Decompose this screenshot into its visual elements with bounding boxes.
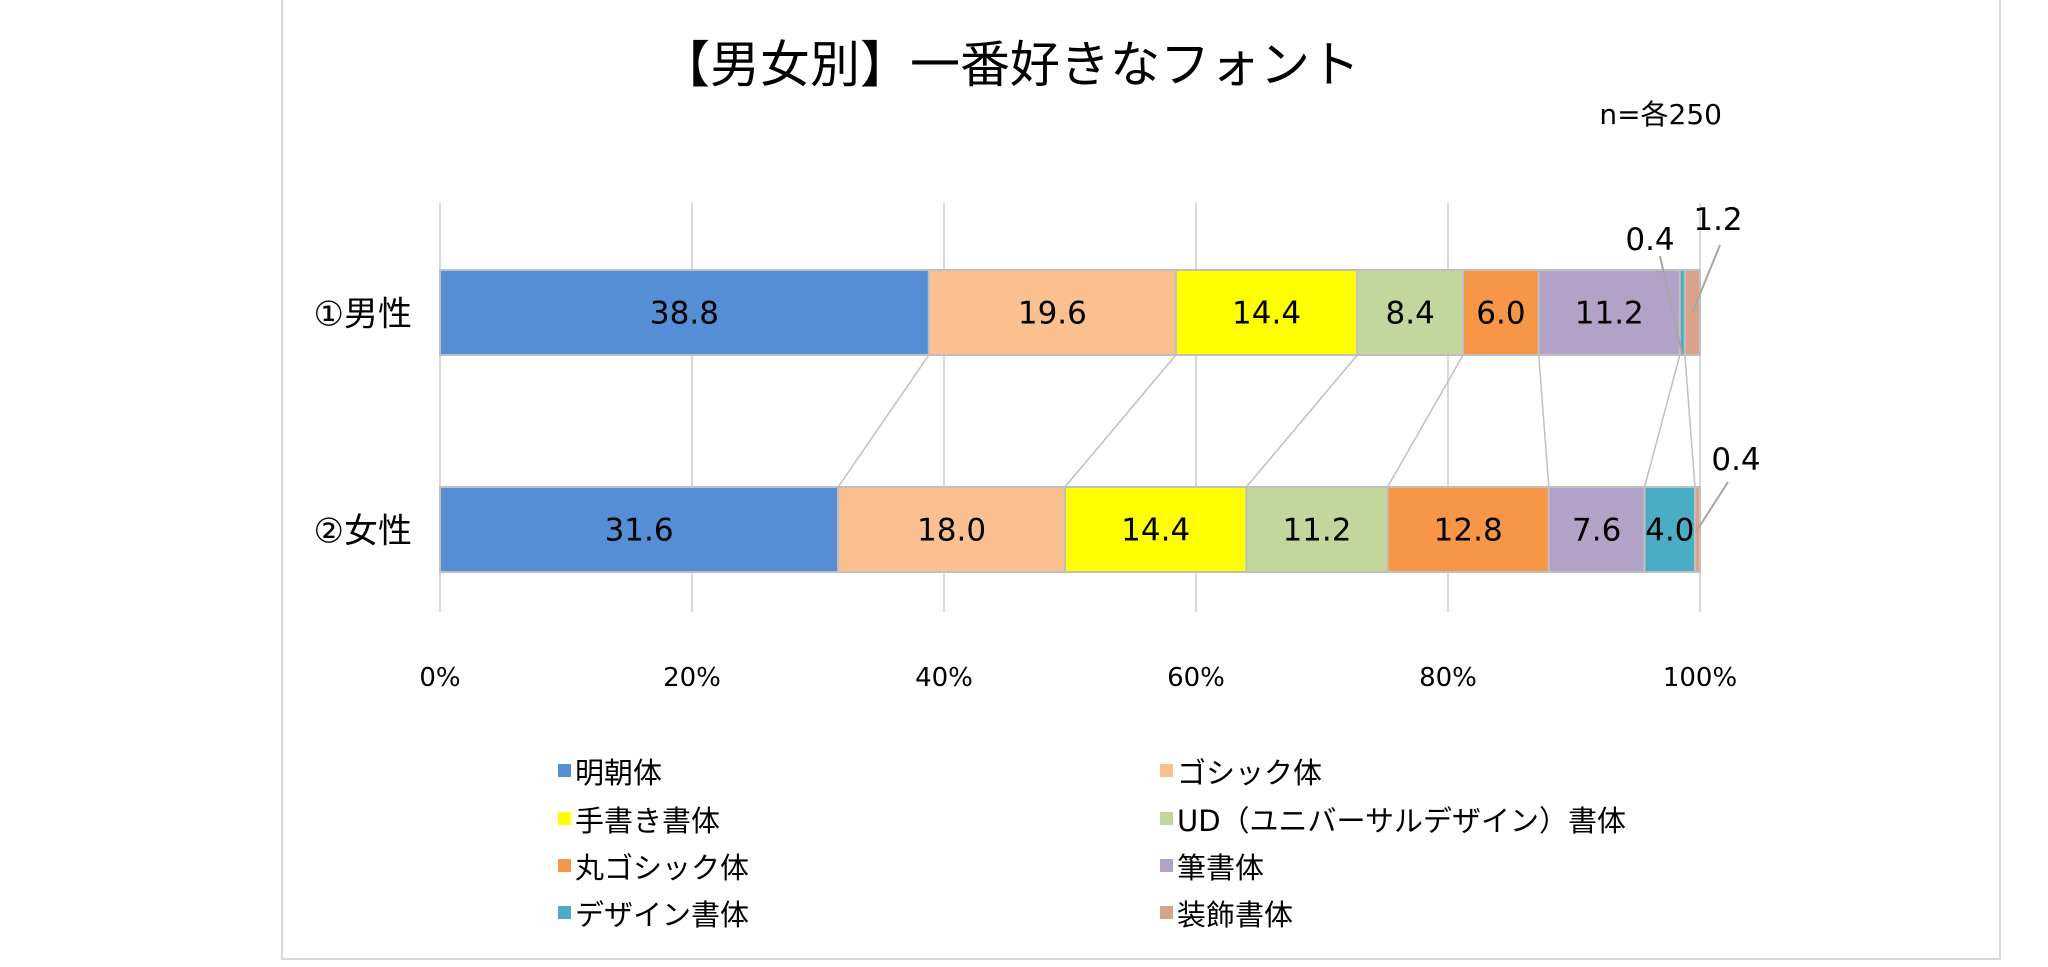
leader-line — [1659, 255, 1684, 356]
series-line — [1684, 354, 1696, 488]
legend-label: 筆書体 — [1177, 851, 1264, 885]
series-line — [1643, 354, 1681, 488]
data-label: 31.6 — [605, 513, 674, 549]
bar-segment — [439, 486, 840, 573]
data-label: 38.8 — [650, 296, 719, 332]
bar-segment — [1537, 269, 1681, 356]
x-tick-label: 0% — [419, 663, 460, 693]
bar-segment — [1643, 486, 1696, 573]
legend-label: 手書き書体 — [575, 804, 720, 838]
data-label: 19.6 — [1018, 296, 1087, 332]
legend-label: 明朝体 — [575, 756, 662, 790]
legend-marker — [558, 906, 571, 919]
legend-marker — [558, 859, 571, 872]
x-tick-label: 60% — [1167, 663, 1225, 693]
data-label: 0.4 — [1711, 442, 1760, 478]
data-label: 18.0 — [917, 513, 986, 549]
category-label: ②女性 — [314, 512, 412, 552]
bar-segment — [1063, 486, 1248, 573]
data-label: 11.2 — [1282, 513, 1351, 549]
bar-segment — [1356, 269, 1465, 356]
leader-line — [1696, 481, 1729, 531]
legend-label: ゴシック体 — [1177, 756, 1322, 790]
series-line — [837, 354, 930, 488]
legend-label: UD（ユニバーサルデザイン）書体 — [1177, 804, 1626, 838]
x-tick-label: 20% — [663, 663, 721, 693]
x-tick-label: 40% — [915, 663, 973, 693]
bar-segment — [439, 269, 930, 356]
legend-label: 装飾書体 — [1177, 898, 1293, 932]
series-line — [1386, 354, 1464, 488]
x-tick-label: 100% — [1663, 663, 1737, 693]
series-line — [1537, 354, 1550, 488]
chart-title: 【男女別】一番好きなフォント — [660, 36, 1360, 94]
legend-marker — [1160, 859, 1173, 872]
x-tick-label: 80% — [1419, 663, 1477, 693]
data-label: 0.4 — [1625, 222, 1674, 258]
data-label: 8.4 — [1386, 296, 1435, 332]
series-line — [1245, 354, 1358, 488]
data-label: 6.0 — [1476, 296, 1525, 332]
legend-label: デザイン書体 — [575, 898, 749, 932]
series-line — [1064, 354, 1177, 488]
chart-subtitle: n=各250 — [1599, 98, 1722, 131]
bar-segment — [1174, 269, 1359, 356]
data-label: 1.2 — [1693, 202, 1742, 238]
bar-segment — [1386, 486, 1550, 573]
data-label: 4.0 — [1645, 513, 1694, 549]
legend-marker — [1160, 812, 1173, 825]
data-label: 12.8 — [1434, 513, 1503, 549]
data-label: 7.6 — [1572, 513, 1621, 549]
category-label: ①男性 — [314, 295, 412, 335]
legend-marker — [1160, 906, 1173, 919]
leader-line — [1691, 244, 1721, 313]
legend-marker — [558, 764, 571, 777]
data-label: 11.2 — [1575, 296, 1644, 332]
data-label: 14.4 — [1121, 513, 1190, 549]
legend-marker — [1160, 764, 1173, 777]
legend-marker — [558, 812, 571, 825]
chart-area — [281, 0, 2001, 960]
bar-segment — [1462, 269, 1540, 356]
legend-label: 丸ゴシック体 — [575, 851, 749, 885]
bar-segment — [927, 269, 1177, 356]
data-label: 14.4 — [1232, 296, 1301, 332]
